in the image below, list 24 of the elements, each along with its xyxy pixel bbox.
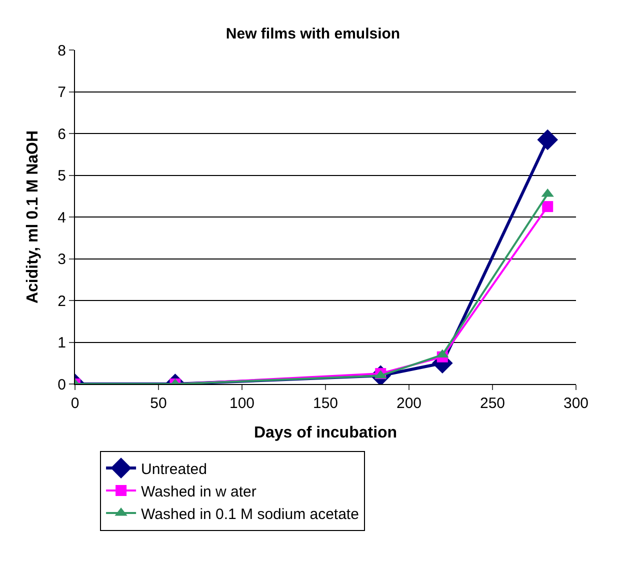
x-tick-label: 200 xyxy=(396,395,422,412)
point xyxy=(542,201,554,212)
legend-label: Washed in 0.1 M sodium acetate xyxy=(141,506,359,523)
y-tick-label: 3 xyxy=(58,251,66,268)
legend-label: Untreated xyxy=(141,460,207,478)
point xyxy=(537,129,558,150)
y-tick-label: 6 xyxy=(58,126,66,143)
x-axis-title: Days of incubation xyxy=(254,424,398,442)
y-tick-label: 1 xyxy=(58,334,66,352)
x-tick-label: 250 xyxy=(480,395,506,412)
y-tick-label: 5 xyxy=(58,168,66,184)
legend-label: Washed in w ater xyxy=(141,483,256,500)
y-tick-label: 4 xyxy=(58,209,66,226)
x-tick-label: 300 xyxy=(563,395,589,412)
x-tick-label: 0 xyxy=(70,395,80,412)
x-tick-label: 50 xyxy=(150,395,167,412)
x-tick-label: 150 xyxy=(312,395,338,412)
y-tick-label: 7 xyxy=(58,84,66,101)
y-tick-label: 8 xyxy=(58,42,66,60)
y-tick-label: 2 xyxy=(58,292,66,310)
y-axis-title: Acidity, ml 0.1 M NaOH xyxy=(24,130,42,304)
x-tick-label: 100 xyxy=(229,395,255,412)
y-tick-label: 0 xyxy=(58,376,66,394)
chart-title: New films with emulsion xyxy=(226,26,400,43)
